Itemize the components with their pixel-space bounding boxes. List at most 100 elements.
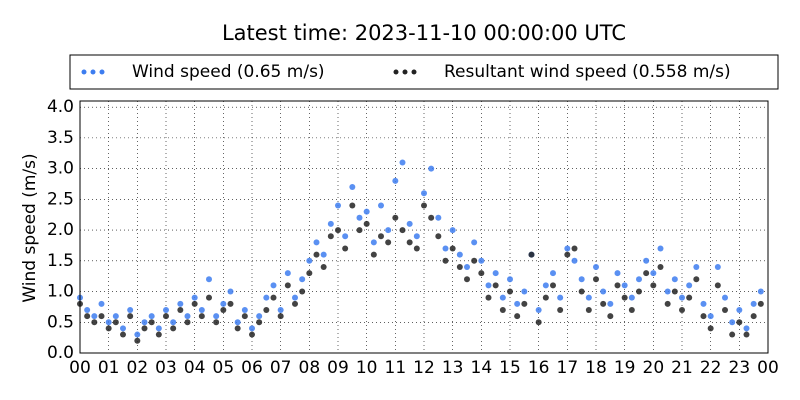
data-point (614, 282, 621, 289)
data-point (306, 257, 313, 264)
x-tick-label: 22 (700, 358, 722, 378)
data-point (722, 306, 728, 313)
data-point (363, 220, 370, 227)
data-point (98, 300, 105, 307)
data-point (184, 313, 191, 320)
data-point (206, 294, 212, 301)
data-point (686, 282, 693, 289)
data-point (249, 331, 255, 338)
x-tick-label: 18 (585, 358, 607, 378)
data-point (227, 300, 234, 307)
data-point (335, 202, 341, 209)
data-point (256, 319, 263, 326)
data-point (134, 331, 141, 338)
data-point (729, 331, 736, 338)
data-point (349, 202, 356, 209)
data-point (378, 233, 384, 240)
y-tick-label: 1.5 (47, 251, 74, 271)
data-point (220, 300, 227, 307)
data-point (191, 300, 198, 307)
data-point (736, 306, 743, 313)
data-point (499, 294, 506, 301)
data-point (578, 288, 585, 295)
data-point (707, 325, 714, 332)
x-tick-label: 15 (499, 358, 521, 378)
data-point (134, 337, 141, 344)
data-point (700, 300, 707, 307)
data-point (284, 282, 291, 289)
data-point (206, 276, 212, 283)
data-point (320, 251, 327, 258)
x-tick-label: 05 (213, 358, 235, 378)
data-point (112, 313, 119, 320)
data-point (163, 306, 169, 313)
data-point (535, 319, 542, 326)
data-point (270, 282, 277, 289)
data-point (750, 313, 757, 320)
data-point (435, 214, 442, 221)
x-tick-label: 17 (557, 358, 579, 378)
data-point (256, 313, 263, 320)
data-point (478, 257, 485, 264)
data-point (270, 294, 277, 301)
data-point (485, 294, 492, 301)
data-point (478, 270, 485, 277)
y-tick-label: 2.0 (47, 220, 74, 240)
data-point (306, 270, 313, 277)
legend-box (69, 54, 779, 90)
data-point (722, 294, 728, 301)
y-axis-label: Wind speed (m/s) (20, 153, 40, 302)
data-point (313, 239, 320, 246)
legend-marker (90, 69, 96, 75)
data-point (413, 245, 420, 252)
data-point (614, 270, 621, 277)
data-point (198, 313, 205, 320)
data-point (105, 319, 112, 326)
data-point (284, 270, 291, 277)
data-point (636, 288, 642, 295)
x-tick-label: 19 (614, 358, 636, 378)
x-tick-label: 06 (241, 358, 263, 378)
data-point (643, 270, 650, 277)
data-point (729, 319, 736, 326)
y-tick-label: 3.5 (47, 128, 74, 148)
data-point (313, 251, 320, 258)
data-point (686, 294, 693, 301)
y-tick-label: 3.0 (47, 159, 74, 179)
data-point (299, 288, 306, 295)
data-point (657, 263, 664, 270)
data-point (227, 288, 234, 295)
data-point (757, 288, 764, 295)
data-point (163, 313, 169, 320)
data-point (241, 306, 248, 313)
y-tick-label: 0.5 (47, 312, 74, 332)
data-point (514, 313, 521, 320)
data-point (671, 288, 678, 295)
data-point (499, 306, 506, 313)
data-point (593, 276, 599, 283)
data-point (148, 313, 155, 320)
data-point (628, 294, 635, 301)
data-point (170, 319, 177, 326)
data-point (120, 325, 126, 332)
data-point (234, 319, 241, 326)
legend-marker (402, 69, 408, 75)
x-tick-label: 07 (270, 358, 292, 378)
data-point (378, 202, 384, 209)
x-tick-label: 01 (98, 358, 120, 378)
data-point (127, 313, 134, 320)
data-point (535, 306, 542, 313)
x-tick-label: 00 (757, 358, 779, 378)
data-point (471, 257, 478, 264)
data-point (335, 227, 341, 234)
data-point (127, 306, 134, 313)
data-point (263, 306, 270, 313)
y-tick-label: 0.0 (47, 343, 74, 363)
data-point (693, 276, 700, 283)
data-point (636, 276, 642, 283)
data-point (342, 233, 349, 240)
data-point (550, 270, 556, 277)
data-point (650, 270, 657, 277)
data-point (84, 306, 91, 313)
